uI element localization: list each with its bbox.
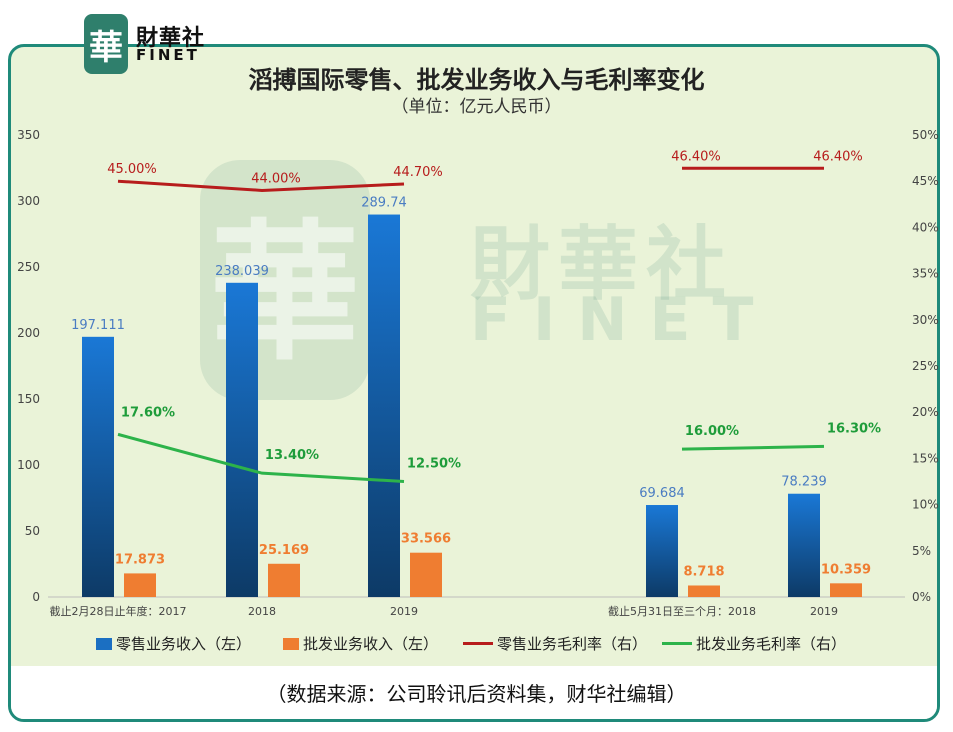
footer-band	[11, 666, 937, 719]
wholesale-bar	[688, 585, 720, 597]
y-right-tick-label: 10%	[912, 498, 939, 512]
retail-bar-label: 69.684	[639, 486, 685, 501]
legend-item-wholesale: 批发业务收入（左）	[283, 633, 438, 654]
wholesale-bar	[124, 573, 156, 597]
x-tick-label: 2018	[248, 605, 276, 618]
y-left-tick-label: 350	[17, 128, 40, 142]
y-right-tick-label: 20%	[912, 405, 939, 419]
chart-frame	[8, 44, 940, 722]
logo-icon: 華	[84, 14, 128, 74]
wholesale-bar-label: 8.718	[683, 564, 724, 579]
legend-item-retail: 零售业务收入（左）	[96, 633, 251, 654]
y-left-tick-label: 250	[17, 260, 40, 274]
chart-subtitle: （单位：亿元人民币）	[391, 97, 562, 117]
y-left-tick-label: 0	[32, 590, 40, 604]
logo-en: FINET	[136, 46, 200, 64]
legend-label-wholesale: 批发业务收入（左）	[303, 635, 439, 653]
retail-margin-label: 45.00%	[107, 162, 157, 177]
wholesale-margin-label: 17.60%	[121, 405, 175, 420]
y-right-tick-label: 45%	[912, 174, 939, 188]
wholesale-bar-label: 25.169	[259, 543, 309, 558]
retail-margin-label: 44.00%	[251, 171, 301, 186]
y-left-tick-label: 200	[17, 326, 40, 340]
retail-bar	[82, 336, 114, 597]
legend-swatch-retail	[96, 637, 112, 650]
retail-bar	[368, 214, 400, 597]
x-tick-label: 截止5月31日至三个月：2018	[608, 604, 756, 618]
legend-swatch-retail-margin	[463, 642, 493, 645]
wholesale-margin-line	[117, 432, 405, 483]
wholesale-margin-label: 12.50%	[407, 457, 461, 472]
y-right-tick-label: 15%	[912, 451, 939, 465]
wholesale-margin-label: 13.40%	[265, 448, 319, 463]
wholesale-bar-label: 10.359	[821, 562, 871, 577]
retail-bar-label: 238.039	[215, 264, 269, 279]
legend-label-wholesale-margin: 批发业务毛利率（右）	[696, 635, 847, 653]
y-left-tick-label: 300	[17, 194, 40, 208]
y-right-tick-label: 35%	[912, 267, 939, 281]
x-tick-label: 2019	[390, 605, 418, 618]
y-right-tick-label: 0%	[912, 590, 931, 604]
y-right-tick-label: 25%	[912, 359, 939, 373]
y-left-tick-label: 150	[17, 392, 40, 406]
retail-bar	[646, 505, 678, 597]
y-right-tick-label: 50%	[912, 128, 939, 142]
legend-item-retail-margin: 零售业务毛利率（右）	[463, 633, 647, 654]
retail-margin-label: 46.40%	[813, 149, 863, 164]
legend-label-retail: 零售业务收入（左）	[116, 635, 252, 653]
retail-bar-label: 197.111	[71, 318, 125, 333]
y-left-tick-label: 100	[17, 458, 40, 472]
wholesale-bar	[410, 552, 442, 597]
wholesale-bar	[830, 583, 862, 597]
retail-bar-label: 78.239	[781, 475, 827, 490]
y-right-tick-label: 40%	[912, 220, 939, 234]
logo-name: 財華社	[136, 26, 206, 51]
x-tick-label: 2019	[810, 605, 838, 618]
retail-bar-label: 289.74	[361, 196, 407, 211]
chart-title: 滔搏国际零售、批发业务收入与毛利率变化	[248, 66, 705, 94]
wholesale-bar-label: 33.566	[401, 532, 451, 547]
retail-margin-label: 44.70%	[393, 165, 443, 180]
legend-item-wholesale-margin: 批发业务毛利率（右）	[662, 633, 846, 654]
wholesale-margin-label: 16.00%	[685, 424, 739, 439]
wholesale-bar-label: 17.873	[115, 552, 165, 567]
retail-margin-line	[117, 179, 405, 192]
legend-label-retail-margin: 零售业务毛利率（右）	[497, 635, 648, 653]
legend-swatch-wholesale	[283, 637, 299, 650]
y-right-tick-label: 30%	[912, 313, 939, 327]
data-source-note: （数据来源：公司聆讯后资料集，财华社编辑）	[266, 682, 687, 706]
retail-bar	[226, 282, 258, 597]
watermark-name: 財華社	[470, 218, 734, 311]
y-left-tick-label: 50	[25, 524, 40, 538]
legend-swatch-wholesale-margin	[662, 642, 692, 645]
wholesale-margin-line	[681, 444, 825, 451]
wholesale-margin-label: 16.30%	[827, 421, 881, 436]
x-tick-label: 截止2月28日止年度：2017	[50, 604, 187, 618]
retail-bar	[788, 493, 820, 597]
watermark-en: FINET	[470, 285, 776, 355]
retail-margin-label: 46.40%	[671, 149, 721, 164]
wholesale-bar	[268, 563, 300, 597]
y-right-tick-label: 5%	[912, 544, 931, 558]
